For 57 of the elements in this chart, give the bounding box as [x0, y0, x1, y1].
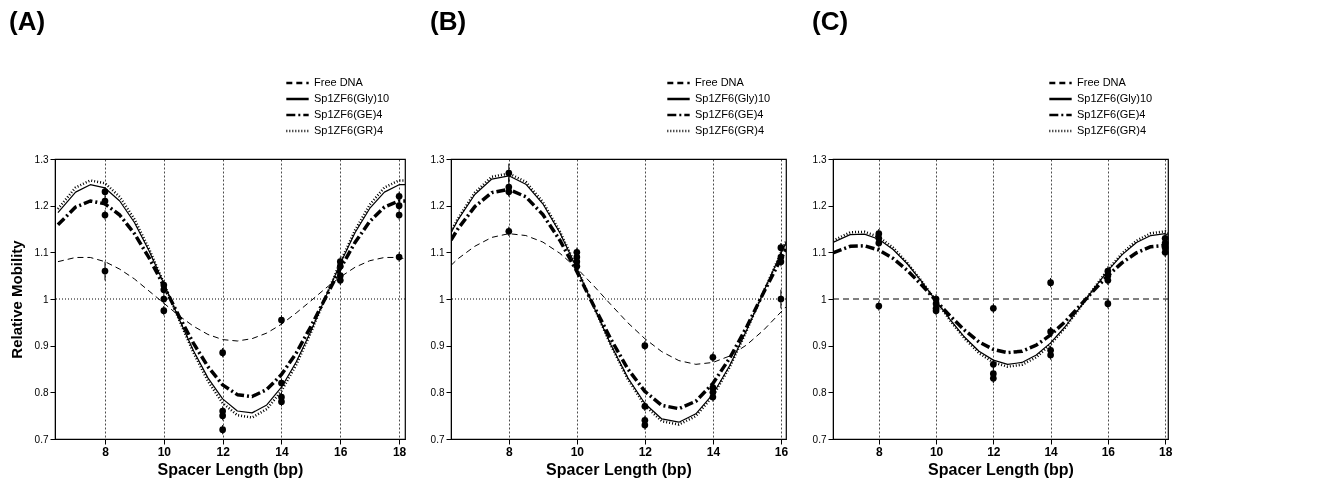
x-axis-title: Spacer Length (bp)	[928, 460, 1074, 478]
chart-title: (B)	[430, 6, 467, 36]
x-tick-label: 8	[505, 444, 513, 459]
y-tick-label: 1.3	[812, 153, 827, 165]
x-tick-label: 16	[334, 444, 348, 459]
y-tick-label: 1.3	[430, 153, 445, 165]
x-tick-label: 12	[638, 444, 653, 459]
x-axis-title: Spacer Length (bp)	[546, 460, 692, 478]
legend-label: Sp1ZF6(Gly)10	[314, 92, 390, 104]
y-tick-label: 1.1	[34, 246, 49, 258]
y-tick-label: 0.9	[812, 340, 827, 352]
legend-label: Sp1ZF6(GE)4	[1077, 108, 1146, 120]
legend-label: Sp1ZF6(Gly)10	[1077, 92, 1153, 104]
legend-label: Sp1ZF6(Gly)10	[695, 92, 771, 104]
legend-label: Sp1ZF6(GR)4	[1077, 124, 1147, 136]
x-tick-label: 14	[1044, 444, 1059, 459]
y-tick-label: 0.7	[430, 433, 445, 445]
x-tick-label: 16	[774, 444, 789, 459]
y-tick-label: 1	[42, 293, 49, 305]
chart-title: (A)	[9, 6, 46, 36]
x-tick-label: 18	[392, 444, 407, 459]
x-tick-label: 8	[102, 444, 110, 459]
y-tick-label: 0.8	[34, 386, 49, 398]
y-tick-label: 1.1	[430, 246, 445, 258]
y-tick-label: 0.7	[34, 433, 49, 445]
y-tick-label: 1.1	[812, 246, 827, 258]
x-tick-label: 12	[987, 444, 1001, 459]
x-tick-label: 14	[275, 444, 289, 459]
x-tick-label: 10	[929, 444, 944, 459]
y-tick-label: 1.2	[812, 200, 827, 212]
legend-label: Free DNA	[695, 76, 745, 88]
y-tick-label: 1	[820, 293, 827, 305]
x-tick-label: 10	[157, 444, 172, 459]
y-tick-label: 0.8	[812, 386, 827, 398]
y-tick-label: 0.9	[430, 340, 445, 352]
x-tick-label: 16	[1101, 444, 1116, 459]
x-tick-label: 14	[706, 444, 721, 459]
y-tick-label: 0.7	[812, 433, 827, 445]
y-tick-label: 0.8	[430, 386, 445, 398]
y-tick-label: 1.2	[430, 200, 445, 212]
y-tick-label: 1.2	[34, 200, 49, 212]
x-tick-label: 18	[1158, 444, 1173, 459]
y-tick-label: 1.3	[34, 153, 49, 165]
y-tick-label: 0.9	[34, 340, 49, 352]
x-axis-title: Spacer Length (bp)	[157, 460, 304, 478]
legend-label: Sp1ZF6(GE)4	[314, 108, 383, 120]
legend-label: Free DNA	[314, 76, 364, 88]
x-tick-label: 12	[216, 444, 231, 459]
legend-label: Sp1ZF6(GR)4	[314, 124, 384, 136]
y-axis-title: Relative Mobility	[7, 239, 25, 359]
legend-label: Sp1ZF6(GR)4	[695, 124, 765, 136]
x-tick-label: 8	[875, 444, 883, 459]
y-tick-label: 1	[438, 293, 445, 305]
legend-label: Sp1ZF6(GE)4	[695, 108, 764, 120]
legend-label: Free DNA	[1077, 76, 1127, 88]
x-tick-label: 10	[570, 444, 585, 459]
chart-title: (C)	[812, 6, 849, 36]
